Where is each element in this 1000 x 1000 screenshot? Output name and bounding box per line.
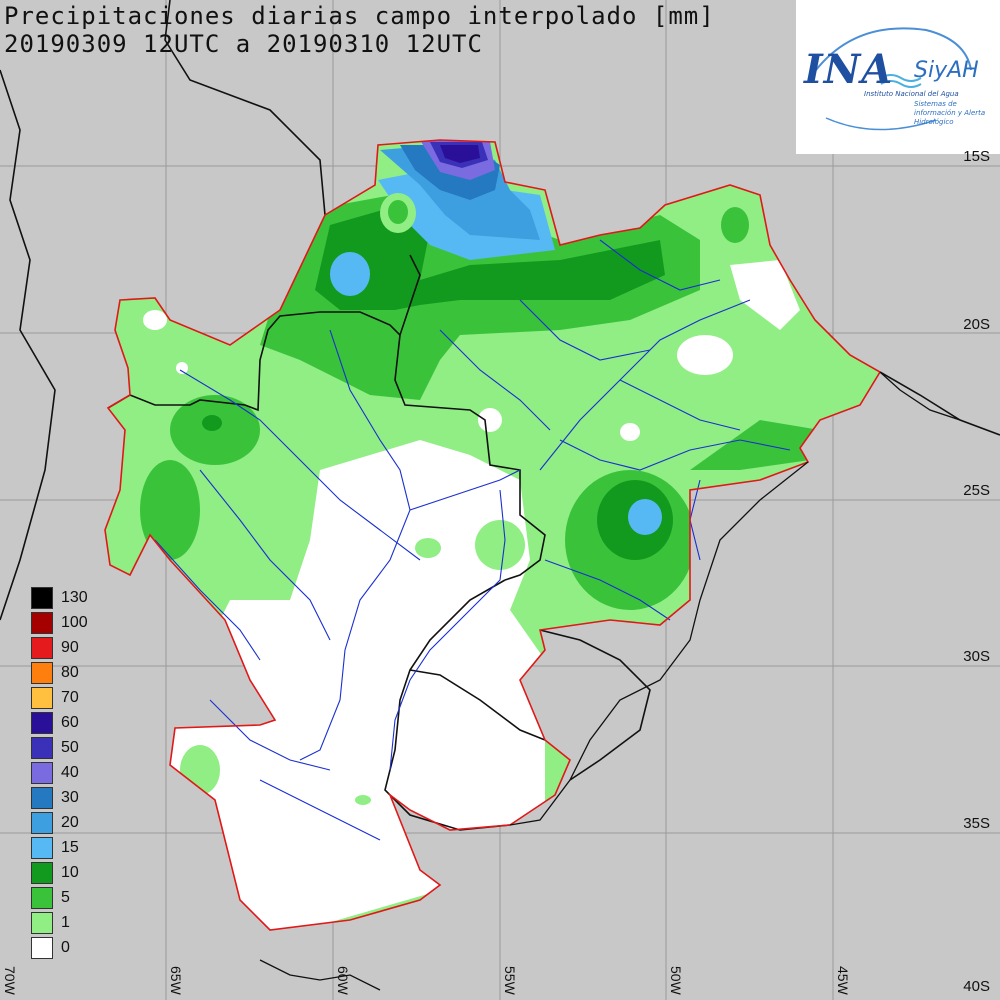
logo-product-full: Sistemas de información y Alerta Hidroló… (914, 100, 986, 126)
map-title: Precipitaciones diarias campo interpolad… (4, 2, 715, 30)
lon-label-70w: 70W (2, 966, 18, 995)
legend-row: 130 (31, 585, 121, 610)
lat-label-25s: 25S (963, 482, 990, 499)
legend-row: 70 (31, 685, 121, 710)
legend-row: 90 (31, 635, 121, 660)
ina-siyah-logo: INA SiyAH Instituto Nacional del Agua Si… (796, 0, 1000, 154)
lat-label-30s: 30S (963, 648, 990, 665)
legend-row: 0 (31, 935, 121, 960)
legend-row: 40 (31, 760, 121, 785)
legend-swatch (31, 862, 53, 884)
legend-row: 50 (31, 735, 121, 760)
legend-swatch (31, 612, 53, 634)
lon-label-50w: 50W (668, 966, 684, 995)
legend-swatch (31, 912, 53, 934)
legend-row: 15 (31, 835, 121, 860)
legend-swatch (31, 662, 53, 684)
legend-label: 100 (61, 614, 88, 631)
legend-swatch (31, 812, 53, 834)
legend-label: 70 (61, 689, 79, 706)
legend-row: 60 (31, 710, 121, 735)
legend-swatch (31, 587, 53, 609)
legend-label: 15 (61, 839, 79, 856)
legend-row: 1 (31, 910, 121, 935)
lat-label-40s: 40S (963, 978, 990, 995)
date-range: 20190309 12UTC a 20190310 12UTC (4, 30, 483, 58)
legend-label: 40 (61, 764, 79, 781)
basin-outline (104, 139, 882, 931)
legend-label: 0 (61, 939, 70, 956)
legend-row: 20 (31, 810, 121, 835)
legend-label: 50 (61, 739, 79, 756)
legend-label: 1 (61, 914, 70, 931)
legend-swatch (31, 637, 53, 659)
legend-swatch (31, 787, 53, 809)
coastline (259, 371, 961, 991)
legend-row: 10 (31, 860, 121, 885)
legend-swatch (31, 937, 53, 959)
lon-label-65w: 65W (168, 966, 184, 995)
legend-swatch (31, 887, 53, 909)
lon-label-55w: 55W (502, 966, 518, 995)
legend-label: 80 (61, 664, 79, 681)
legend-swatch (31, 837, 53, 859)
legend-swatch (31, 737, 53, 759)
lat-label-35s: 35S (963, 815, 990, 832)
legend-label: 5 (61, 889, 70, 906)
logo-siyah-text: SiyAH (914, 58, 979, 83)
lon-label-45w: 45W (835, 966, 851, 995)
lat-label-20s: 20S (963, 316, 990, 333)
legend-swatch (31, 762, 53, 784)
legend-swatch (31, 712, 53, 734)
legend-label: 10 (61, 864, 79, 881)
logo-graphic (815, 27, 972, 131)
logo-ina-text: INA (804, 46, 894, 93)
lon-label-60w: 60W (335, 966, 351, 995)
legend-row: 5 (31, 885, 121, 910)
legend-row: 80 (31, 660, 121, 685)
legend-label: 90 (61, 639, 79, 656)
country-borders (0, 0, 1000, 781)
legend-label: 30 (61, 789, 79, 806)
logo-institution: Instituto Nacional del Agua (864, 90, 959, 98)
legend-swatch (31, 687, 53, 709)
rivers (154, 239, 791, 841)
legend-label: 60 (61, 714, 79, 731)
legend-label: 20 (61, 814, 79, 831)
legend-row: 30 (31, 785, 121, 810)
lat-label-15s: 15S (963, 148, 990, 165)
precipitation-legend: 130 100 90 80 70 60 50 40 30 20 15 10 5 1 0 (31, 585, 121, 960)
legend-row: 100 (31, 610, 121, 635)
legend-label: 130 (61, 589, 88, 606)
